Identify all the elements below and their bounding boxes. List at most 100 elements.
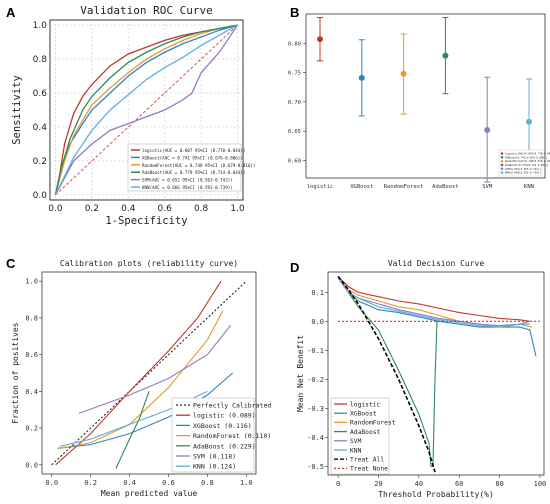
y-axis-label: Mean Net Benefit [296, 335, 305, 412]
chart-title: Calibration plots (reliability curve) [60, 259, 238, 268]
legend-swatch [500, 159, 504, 163]
y-tick-label: 0.65 [288, 129, 301, 135]
x-axis-label: 1-Specificity [105, 215, 187, 227]
roc-line-svm [54, 24, 239, 196]
y-tick-label: 0.60 [288, 158, 301, 164]
x-tick-label: 0 [336, 480, 340, 488]
chart-title: Valid Decision Curve [388, 259, 485, 268]
calibration-line [78, 324, 232, 414]
legend-label: SVM(0.652(0.563-0.742)) [505, 167, 541, 171]
y-tick-label: 0.80 [288, 41, 301, 47]
legend-swatch [500, 156, 504, 159]
legend-label: AdaBoost (0.229) [193, 442, 256, 450]
y-tick-label: -0.4 [307, 434, 324, 442]
legend-swatch [500, 171, 504, 174]
y-tick-label: 0.1 [311, 289, 324, 297]
x-tick-label: RandomForest [384, 184, 424, 190]
legend-label: KNN(0.666(0.592-0.739)) [505, 171, 541, 175]
reference-diagonal [55, 24, 238, 196]
legend-label: logistic(AUC = 0.807 95%CI (0.770-0.844)… [142, 148, 245, 153]
x-tick-label: 0.8 [194, 204, 209, 214]
auc-point [526, 118, 532, 125]
legend-label: AdaBoost [350, 429, 381, 436]
calibration-line [55, 280, 222, 466]
x-tick-label: 0.2 [85, 204, 99, 214]
x-tick-label: 0.6 [158, 204, 173, 214]
y-tick-label: 0.2 [25, 425, 38, 433]
decision-curve-line [337, 275, 436, 473]
roc-line-adaboost [54, 24, 238, 196]
decision-curve-line [337, 277, 530, 328]
x-tick-label: 0.2 [84, 479, 97, 487]
x-tick-label: 0.8 [201, 479, 214, 487]
legend-label: KNN [350, 447, 362, 454]
legend-swatch [500, 163, 504, 167]
y-tick-label: -0.2 [307, 376, 324, 384]
legend-label: AdaBoost(AUC = 0.779 95%CI (0.714-0.844)… [142, 170, 245, 175]
calibration-line [59, 310, 224, 449]
y-tick-label: 0.6 [25, 351, 38, 359]
x-tick-label: logistic [307, 184, 334, 190]
legend-label: SVM [350, 438, 362, 445]
y-tick-label: 0.8 [25, 314, 38, 322]
x-tick-label: 100 [534, 480, 547, 488]
legend-label: KNN(AUC = 0.666 95%CI (0.592-0.739)) [142, 185, 233, 190]
x-tick-label: 0.4 [123, 479, 136, 487]
auc-point [317, 36, 323, 43]
x-axis-label: Threshold Probability(%) [378, 490, 494, 499]
legend-label: RandomForest [350, 420, 396, 427]
y-tick-label: 0.75 [288, 71, 301, 77]
legend-label: SVM(AUC = 0.652 95%CI (0.563-0.742)) [142, 178, 233, 183]
auc-point [400, 70, 407, 77]
y-tick-label: 0.4 [33, 123, 48, 133]
y-axis-label: Fraction of positives [11, 322, 20, 423]
legend-label: AdaBoost(0.779(0.714-0.844)) [505, 163, 549, 167]
legend-label: KNN (0.124) [193, 463, 236, 471]
panel-d: D Valid Decision Curve 0 20 40 60 80 100 0.1 0.0 -… [290, 259, 546, 499]
calibration-line [115, 391, 150, 469]
decision-curve-line [337, 277, 440, 467]
decision-curve-line [337, 275, 530, 322]
y-axis-label: Sensitivity [11, 75, 23, 145]
legend-label: Treat None [350, 466, 388, 473]
x-tick-label: 80 [495, 480, 503, 488]
y-tick-label: -0.1 [307, 347, 324, 355]
auc-point [442, 52, 449, 59]
y-tick-label: -0.5 [307, 463, 324, 471]
y-tick-label: 0.8 [33, 55, 48, 65]
chart-title: Validation ROC Curve [80, 4, 212, 17]
legend-label: RandomForest (0.110) [193, 432, 271, 440]
legend-box [330, 397, 390, 475]
legend-label: logistic (0.089) [193, 412, 256, 420]
legend-label: logistic(AUC=0.807(0.770-0.844)) [505, 152, 550, 156]
y-tick-label: 0.2 [33, 157, 47, 167]
x-tick-label: 1.0 [230, 204, 245, 214]
y-tick-label: 0.6 [33, 89, 48, 99]
y-tick-label: 0.0 [25, 461, 38, 469]
legend-label: Perfectly Calibrated [193, 402, 271, 410]
x-tick-label: SVM [482, 184, 493, 190]
x-tick-label: 0.6 [162, 479, 175, 487]
x-tick-label: 40 [415, 480, 423, 488]
legend-swatch [500, 152, 504, 155]
calibration-line [51, 280, 247, 466]
legend-label: XGBoost (0.116) [193, 422, 252, 430]
y-tick-label: -0.3 [307, 405, 324, 413]
legend-label: Treat All [350, 457, 384, 464]
calibration-line [57, 372, 234, 449]
legend-swatch [500, 167, 504, 170]
x-tick-label: XGBoost [350, 184, 373, 190]
x-tick-label: 0.0 [48, 204, 63, 214]
legend-label: XGBoost(AUC = 0.741 95%CI (0.676-0.806)) [142, 155, 243, 160]
x-axis-label: Mean predicted value [101, 489, 198, 498]
auc-point [484, 126, 491, 133]
roc-line-knn [54, 24, 238, 196]
x-tick-label: AdaBoost [432, 184, 459, 190]
panel-a: A Validation ROC Curve 0.0 0.2 0.4 0.6 0.8 1.0 0… [6, 4, 255, 227]
panel-b: B 0.60 0.65 0.70 0.75 0.80 logistic XGBoost Rand… [288, 5, 550, 190]
y-tick-label: 0.0 [311, 318, 324, 326]
legend-label: SVM (0.118) [193, 453, 236, 461]
auc-point [358, 74, 365, 81]
legend-label: logistic [350, 401, 381, 408]
